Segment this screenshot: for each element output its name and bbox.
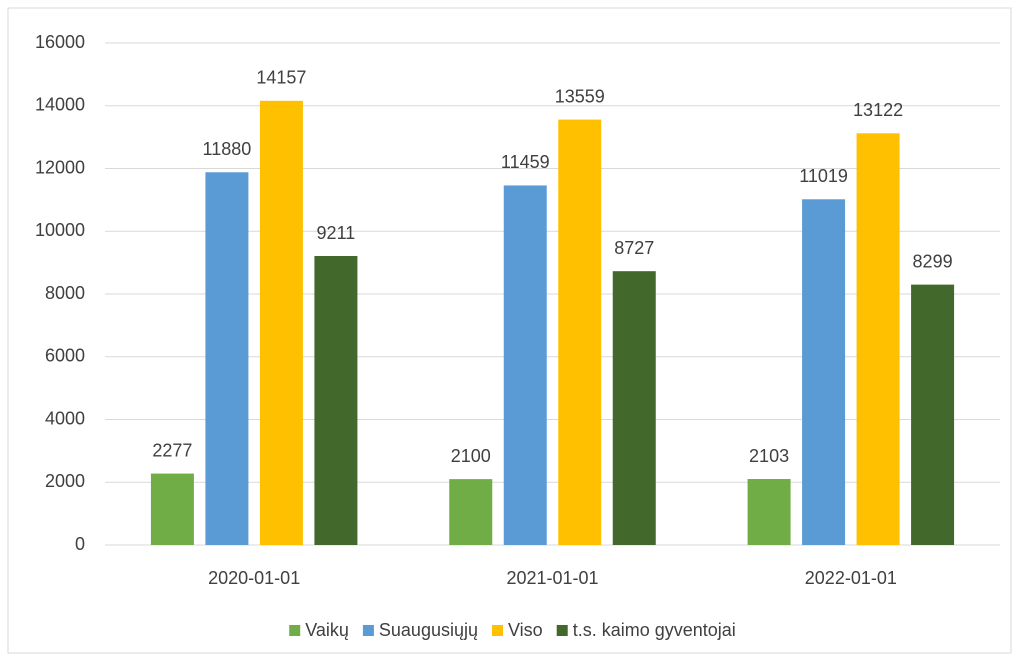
data-label: 8727 <box>614 238 654 258</box>
y-tick-label: 8000 <box>45 283 85 303</box>
legend-swatch <box>362 625 374 636</box>
y-tick-label: 16000 <box>35 32 85 52</box>
data-label: 11880 <box>203 139 252 159</box>
legend-swatch <box>492 625 504 636</box>
legend-swatch <box>556 625 568 636</box>
bar <box>503 185 547 545</box>
legend-label: t.s. kaimo gyventojai <box>573 620 736 640</box>
y-tick-label: 12000 <box>35 157 85 177</box>
legend-swatch <box>289 625 301 636</box>
data-label: 2100 <box>451 446 491 466</box>
y-tick-label: 6000 <box>45 346 85 366</box>
y-tick-label: 2000 <box>45 471 85 491</box>
data-label: 9211 <box>317 223 356 243</box>
data-label: 11459 <box>501 152 550 172</box>
data-label: 8299 <box>913 251 953 271</box>
y-tick-label: 0 <box>75 534 85 554</box>
data-label: 14157 <box>256 68 306 88</box>
bar <box>150 473 194 545</box>
bar <box>802 199 846 545</box>
legend-label: Viso <box>508 620 543 640</box>
legend-label: Suaugusiųjų <box>379 620 478 640</box>
bar <box>558 119 602 546</box>
data-label: 13559 <box>555 86 605 106</box>
legend-label: Vaikų <box>305 620 349 640</box>
bar <box>747 479 791 545</box>
bar <box>612 271 656 545</box>
x-tick-label: 2020-01-01 <box>208 568 300 588</box>
bar <box>205 172 249 545</box>
data-label: 2277 <box>152 440 192 460</box>
data-label: 11019 <box>799 166 848 186</box>
data-label: 2103 <box>749 446 789 466</box>
bar <box>856 133 900 546</box>
bar <box>314 256 358 545</box>
bar <box>449 479 493 545</box>
y-tick-label: 10000 <box>35 220 85 240</box>
data-label: 13122 <box>853 100 903 120</box>
bar <box>911 284 955 545</box>
x-tick-label: 2021-01-01 <box>506 568 598 588</box>
y-tick-label: 4000 <box>45 408 85 428</box>
y-tick-label: 14000 <box>35 95 85 115</box>
x-tick-label: 2022-01-01 <box>805 568 897 588</box>
bar <box>259 100 303 545</box>
